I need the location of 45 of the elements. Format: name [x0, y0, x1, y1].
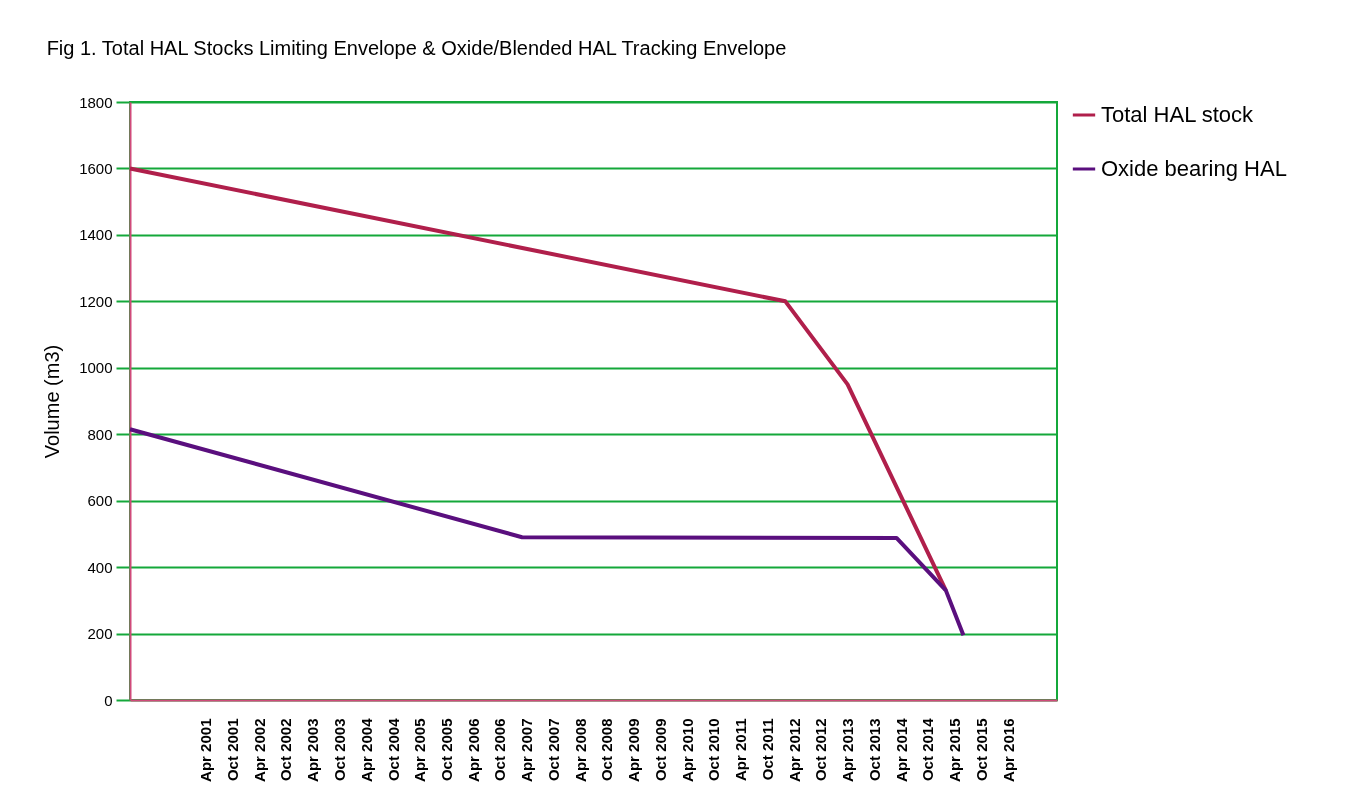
- x-tick-label: Apr 2011: [732, 718, 750, 782]
- x-tick-label: Apr 2008: [571, 718, 589, 782]
- y-tick-label: 1800: [79, 93, 113, 111]
- legend-label: Total HAL stock: [1101, 102, 1255, 127]
- x-tick-label: Oct 2005: [437, 718, 455, 782]
- y-tick-label: 0: [104, 691, 113, 709]
- y-tick-label: 200: [87, 625, 113, 643]
- x-tick-label: Oct 2010: [705, 718, 723, 782]
- y-tick-label: 400: [87, 558, 113, 576]
- x-tick-label: Apr 2012: [785, 718, 803, 782]
- x-tick-label: Apr 2014: [892, 717, 910, 782]
- x-tick-label: Oct 2006: [491, 718, 509, 782]
- x-tick-label: Apr 2003: [304, 718, 322, 782]
- x-tick-label: Apr 2015: [945, 718, 963, 782]
- y-tick-label: 1000: [79, 359, 113, 377]
- x-tick-label: Oct 2008: [598, 718, 616, 782]
- x-tick-label: Apr 2016: [999, 718, 1017, 782]
- x-tick-label: Oct 2007: [544, 718, 562, 782]
- x-tick-label: Oct 2004: [384, 717, 402, 782]
- x-tick-label: Oct 2003: [330, 718, 348, 782]
- x-tick-label: Apr 2013: [839, 718, 857, 782]
- x-tick-label: Apr 2007: [518, 718, 536, 782]
- chart-title: Fig 1. Total HAL Stocks Limiting Envelope & Oxide/Blended HAL Tracking Envelope: [46, 37, 787, 59]
- y-tick-label: 800: [87, 425, 113, 443]
- legend-label: Oxide bearing HAL: [1101, 156, 1287, 181]
- x-tick-label: Apr 2005: [411, 718, 429, 782]
- x-tick-label: Oct 2013: [865, 718, 883, 782]
- y-tick-label: 1400: [79, 226, 113, 244]
- x-tick-label: Oct 2009: [651, 718, 669, 782]
- x-tick-label: Apr 2002: [250, 718, 268, 782]
- x-tick-label: Oct 2012: [812, 718, 830, 782]
- x-tick-label: Oct 2014: [919, 717, 937, 782]
- y-tick-label: 1600: [79, 159, 113, 177]
- x-tick-label: Apr 2001: [197, 718, 215, 782]
- x-tick-label: Apr 2009: [625, 718, 643, 782]
- x-tick-label: Oct 2001: [224, 718, 242, 782]
- x-tick-label: Apr 2004: [357, 717, 375, 782]
- y-tick-label: 1200: [79, 292, 113, 310]
- x-tick-label: Apr 2010: [678, 718, 696, 782]
- x-tick-label: Oct 2011: [758, 718, 776, 781]
- x-tick-label: Oct 2002: [277, 718, 295, 782]
- x-tick-label: Oct 2015: [972, 718, 990, 782]
- x-tick-label: Apr 2006: [464, 718, 482, 782]
- y-tick-label: 600: [87, 492, 113, 510]
- y-axis-title: Volume (m3): [41, 344, 64, 459]
